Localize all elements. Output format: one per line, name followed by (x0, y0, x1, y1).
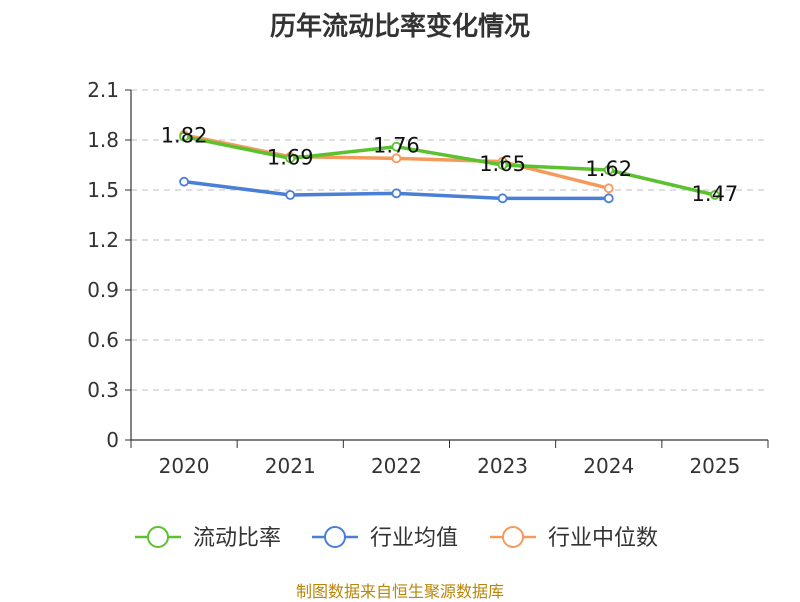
series-point-1 (285, 190, 296, 200)
series-point-1 (603, 193, 614, 204)
series-point-0 (497, 160, 508, 170)
y-tick-label: 0.3 (87, 378, 119, 402)
x-tick-label: 2023 (477, 454, 528, 478)
legend-marker (502, 526, 524, 548)
y-tick-label: 0.6 (87, 328, 119, 352)
legend-marker (147, 526, 169, 548)
y-tick-label: 1.8 (87, 128, 119, 152)
data-label: 1.82 (161, 124, 208, 148)
legend-label: 流动比率 (193, 526, 281, 551)
series-point-0 (285, 153, 296, 164)
legend-marker (324, 526, 346, 548)
y-tick-label: 0.9 (87, 278, 119, 302)
x-tick-label: 2025 (689, 454, 740, 478)
data-label: 1.47 (692, 182, 739, 206)
series-point-1 (391, 188, 402, 199)
y-tick-label: 2.1 (87, 78, 119, 102)
series-line-0 (183, 134, 716, 197)
series-point-1 (179, 176, 189, 187)
legend-label: 行业中位数 (548, 526, 658, 551)
y-tick-label: 0 (106, 428, 119, 452)
y-tick-label: 1.2 (87, 228, 119, 252)
x-tick-label: 2022 (371, 454, 422, 478)
series-point-0 (603, 165, 614, 175)
y-tick-label: 1.5 (87, 178, 119, 202)
source-footer: 制图数据来自恒生聚源数据库 (295, 582, 504, 601)
legend-label: 行业均值 (370, 526, 458, 551)
series-point-0 (710, 190, 720, 200)
series-point-2 (603, 183, 614, 194)
x-tick-label: 2021 (265, 454, 316, 478)
data-label: 1.76 (373, 134, 420, 158)
series-point-0 (179, 131, 189, 142)
x-tick-label: 2024 (583, 454, 634, 478)
series-point-1 (497, 193, 508, 204)
data-label: 1.65 (479, 152, 526, 176)
series-point-2 (391, 153, 402, 164)
chart-title: 历年流动比率变化情况 (269, 12, 530, 42)
x-tick-label: 2020 (159, 454, 210, 478)
data-label: 1.62 (585, 157, 632, 181)
data-label: 1.69 (267, 145, 314, 169)
series-point-0 (391, 141, 402, 152)
